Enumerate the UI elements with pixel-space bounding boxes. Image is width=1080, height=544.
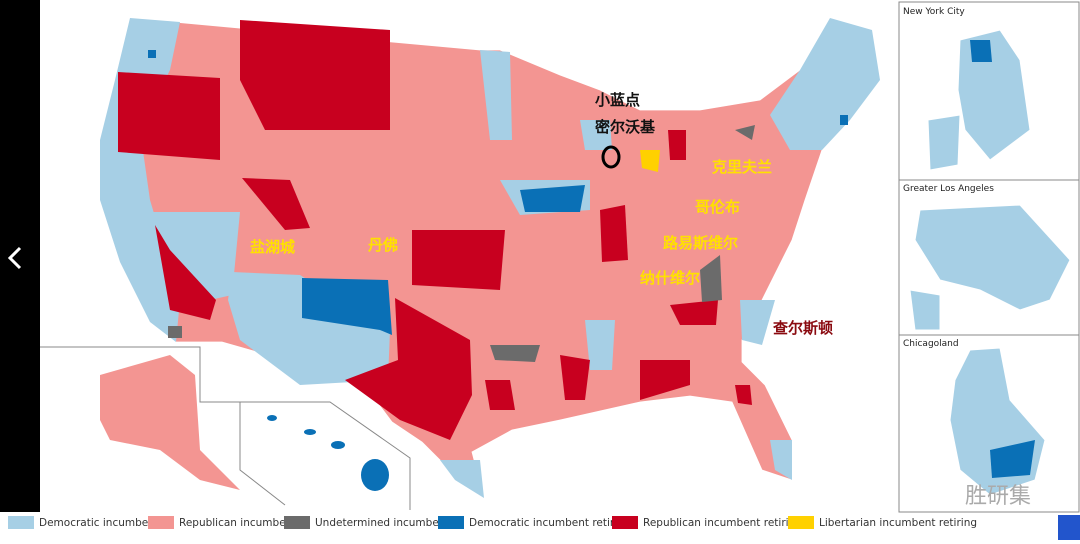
legend-swatch: [8, 516, 34, 529]
city-label: 纳什维尔: [640, 269, 700, 287]
city-label: 密尔沃基: [595, 118, 656, 136]
city-label: 查尔斯顿: [773, 319, 833, 337]
city-label: 路易斯维尔: [663, 234, 738, 252]
rep-retiring-areas: [118, 20, 752, 440]
libertarian-area: [640, 150, 660, 172]
legend-label: Undetermined incumbent: [315, 517, 450, 529]
legend-label: Democratic incumbent retiring: [469, 517, 630, 529]
city-label: 小蓝点: [595, 91, 640, 109]
legend-label: Democratic incumbent: [39, 517, 159, 529]
legend-swatch: [612, 516, 638, 529]
inset-title: Greater Los Angeles: [903, 184, 994, 194]
legend-label: Libertarian incumbent retiring: [819, 517, 977, 529]
dem-areas: [100, 18, 880, 498]
legend-label: Republican incumbent retiring: [643, 517, 802, 529]
city-label: 丹佛: [368, 236, 398, 254]
circle-marker: [601, 145, 621, 169]
legend-swatch: [284, 516, 310, 529]
inset-dem-retiring: [970, 40, 992, 62]
hawaii: [267, 415, 389, 491]
legend: Democratic incumbent Republican incumbent…: [8, 516, 977, 529]
inset-title: New York City: [903, 7, 965, 17]
inset-border: [40, 346, 411, 510]
inset-dem-retiring: [990, 440, 1035, 478]
legend-label: Republican incumbent: [179, 517, 296, 529]
inset-shapes: [909, 29, 1071, 496]
prev-arrow[interactable]: [7, 246, 22, 270]
watermark: 胜研集: [965, 484, 1031, 509]
legend-swatch: [438, 516, 464, 529]
undetermined-areas: [168, 125, 755, 362]
city-label: 哥伦布: [695, 198, 740, 216]
legend-swatch: [148, 516, 174, 529]
dem-retiring-areas: [148, 50, 848, 335]
corner-button[interactable]: [1058, 515, 1080, 540]
inset-title: Chicagoland: [903, 339, 959, 349]
city-label: 克里夫兰: [712, 158, 772, 176]
alaska: [100, 355, 240, 490]
city-label: 盐湖城: [250, 238, 295, 256]
legend-swatch: [788, 516, 814, 529]
side-bar: [0, 0, 40, 512]
